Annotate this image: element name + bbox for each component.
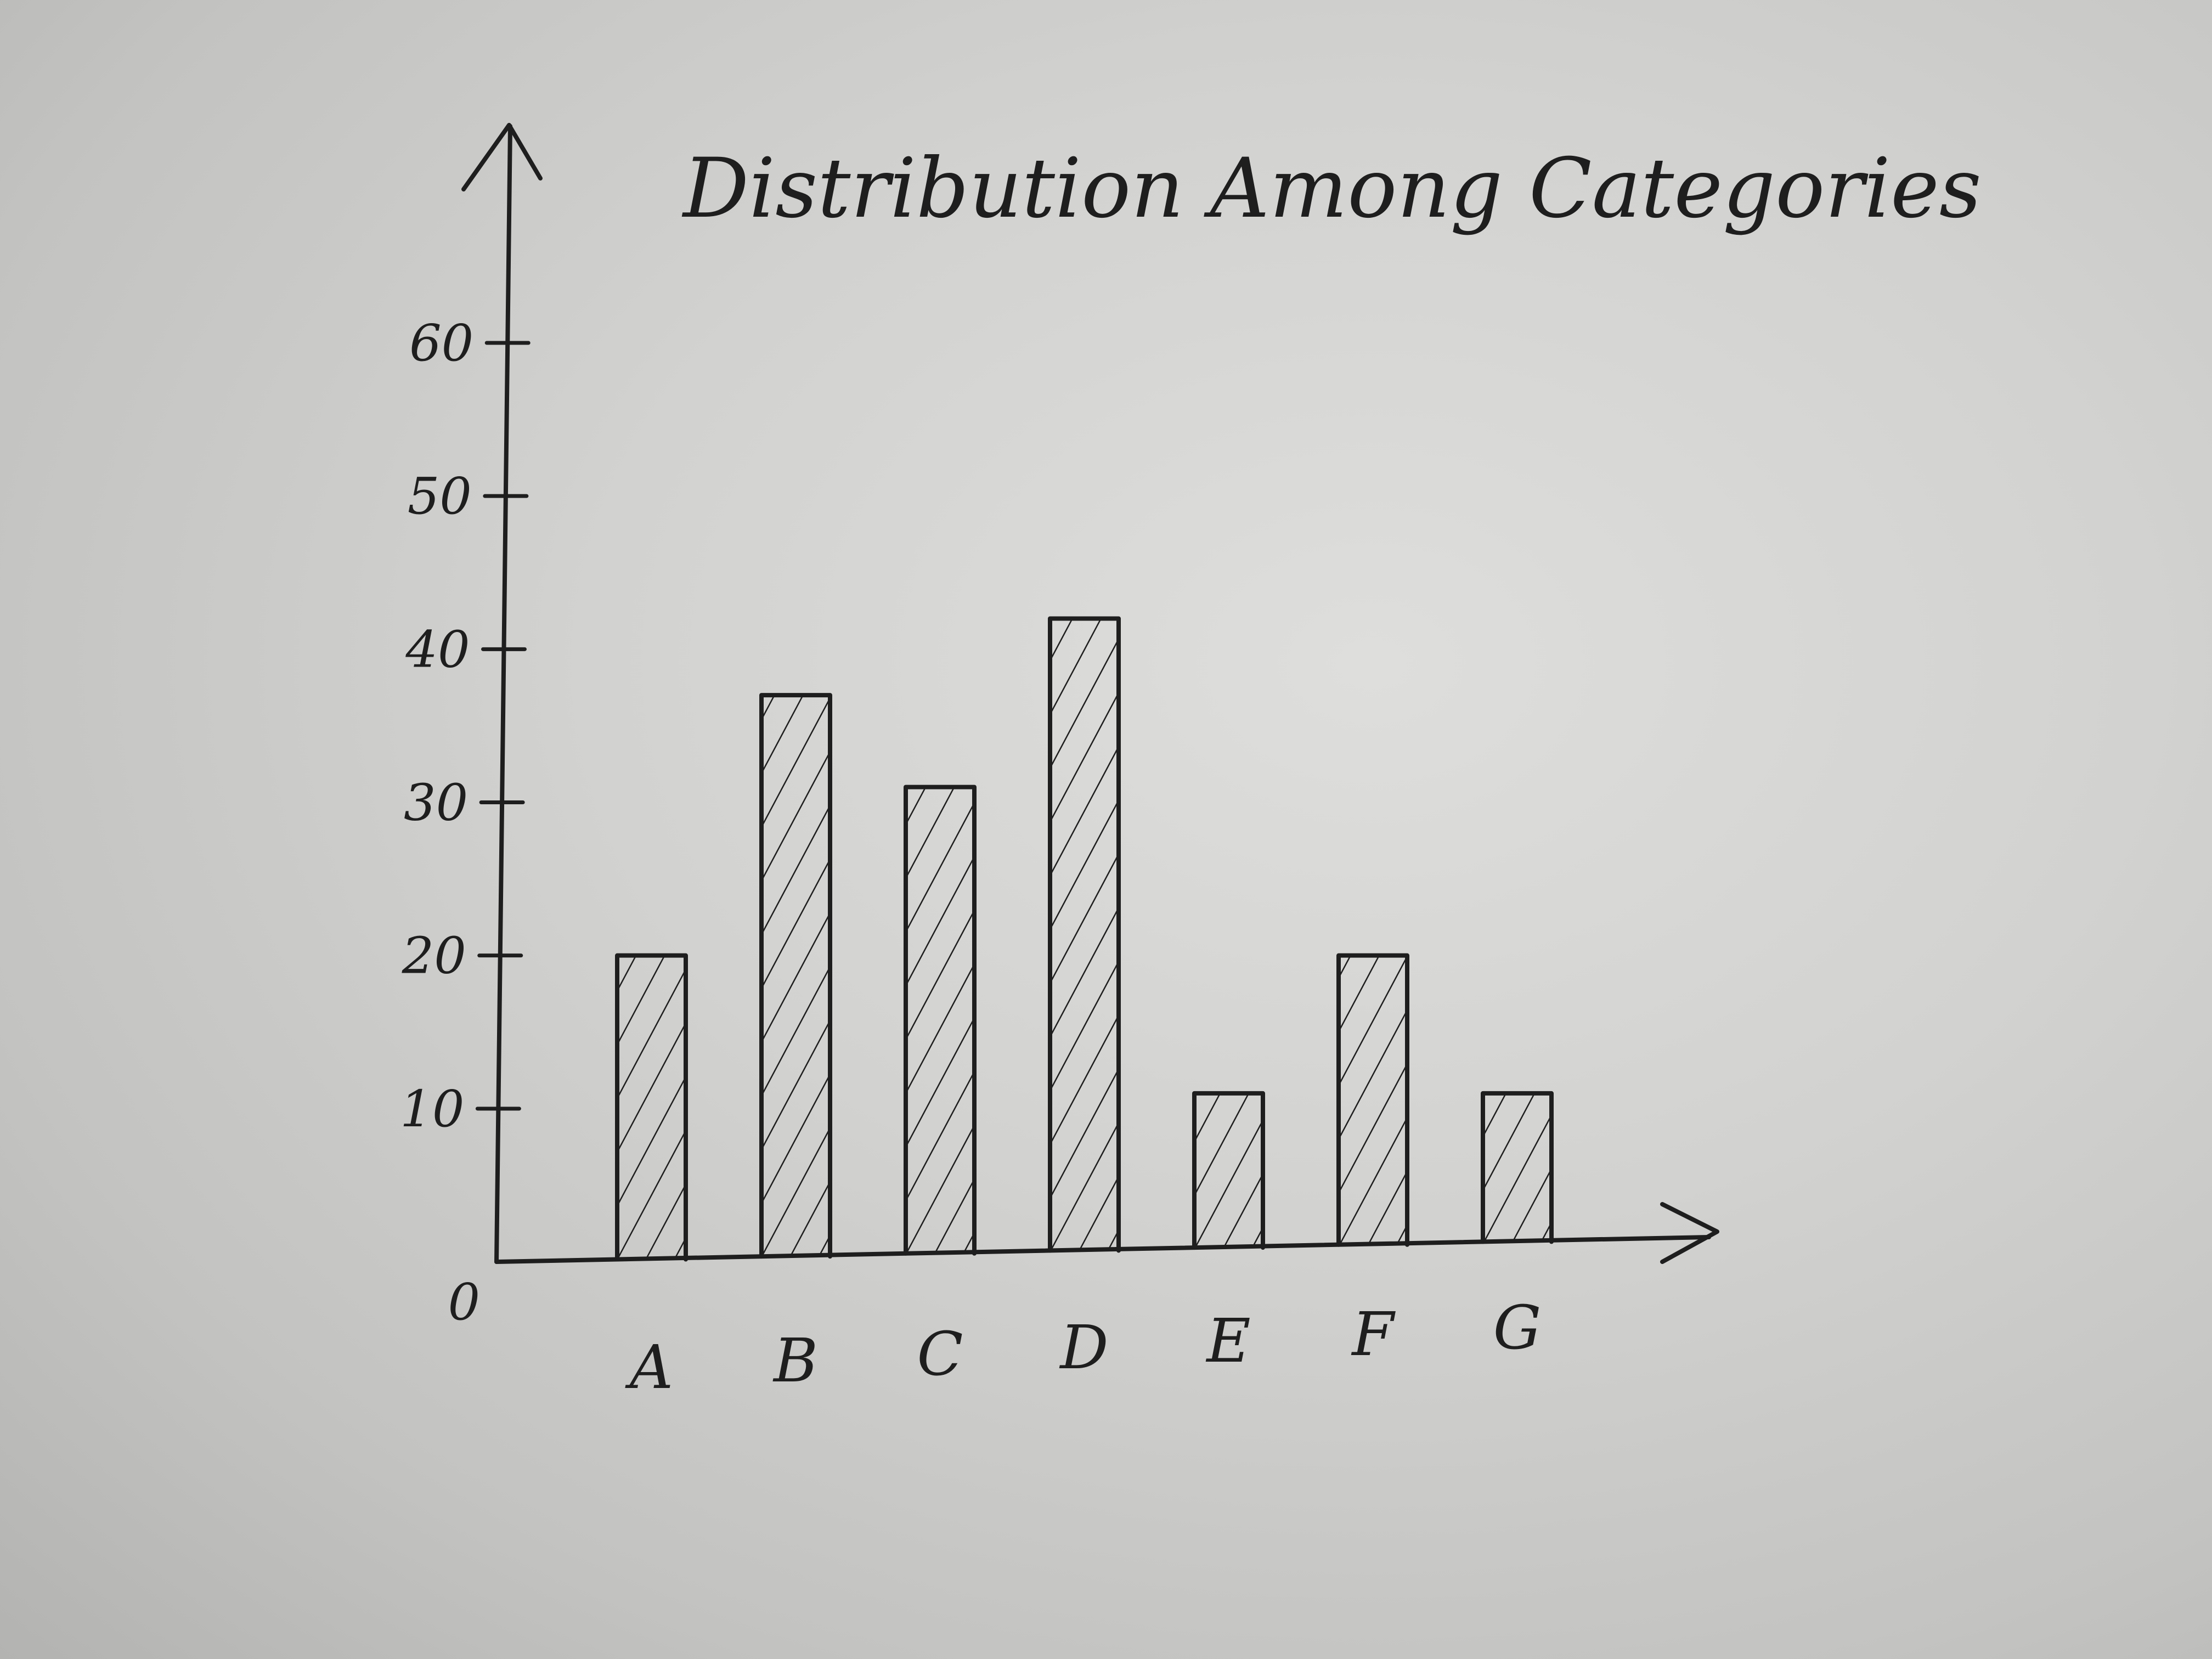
x-tick-label: F <box>1351 1299 1396 1369</box>
x-tick-label: A <box>625 1332 673 1402</box>
y-tick-label: 0 <box>448 1273 480 1331</box>
bar-hatch <box>1339 955 1407 1245</box>
bar <box>615 953 688 1262</box>
bar-hatch <box>1483 1093 1551 1242</box>
bar-hatch <box>1050 618 1119 1251</box>
bar <box>759 693 832 1259</box>
bars <box>615 616 1554 1262</box>
x-tick-label: E <box>1205 1306 1250 1376</box>
bar <box>1336 953 1409 1247</box>
y-tick-label: 50 <box>408 467 472 526</box>
x-tick-label: C <box>917 1319 963 1389</box>
x-tick-label: D <box>1059 1312 1108 1383</box>
y-tick-label: 30 <box>404 774 468 832</box>
bar-hatch <box>1194 1093 1263 1248</box>
x-axis-labels: A B C D E F G <box>625 1293 1542 1402</box>
x-axis-arrowhead <box>1660 1202 1719 1264</box>
y-tick-label: 60 <box>409 314 473 373</box>
bar-hatch <box>761 695 830 1257</box>
bar <box>1192 1091 1265 1250</box>
x-tick-label: G <box>1493 1293 1542 1363</box>
y-axis <box>494 124 512 1264</box>
y-tick-label: 10 <box>400 1080 464 1138</box>
y-tick-label: 20 <box>402 927 466 985</box>
chart-title: Distribution Among Categories <box>681 141 1982 236</box>
bar <box>1048 616 1121 1253</box>
x-tick-label: B <box>772 1325 818 1396</box>
bar <box>904 785 977 1256</box>
y-axis-ticks: 0 10 20 30 40 50 60 <box>400 314 531 1331</box>
bar-hatch <box>906 787 974 1254</box>
bar-hatch <box>617 955 686 1260</box>
y-tick-label: 40 <box>405 620 470 679</box>
bar <box>1481 1091 1554 1244</box>
y-axis-arrowhead <box>461 123 543 191</box>
